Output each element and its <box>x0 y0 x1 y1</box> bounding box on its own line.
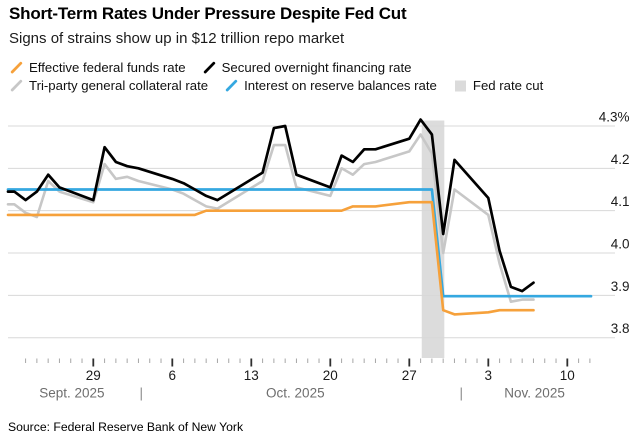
x-axis-tick-label: 6 <box>169 368 177 383</box>
chart-legend: Effective federal funds rate Secured over… <box>10 58 543 94</box>
legend-item-effective-federal-funds-rate: Effective federal funds rate <box>10 60 186 75</box>
legend-label: Interest on reserve balances rate <box>244 77 437 93</box>
series-line-secured-overnight-financing-rate <box>6 118 535 293</box>
month-label-nov-2025: Nov. 2025 <box>504 386 565 401</box>
legend-label: Fed rate cut <box>472 77 544 93</box>
x-axis-tick-label: 10 <box>560 368 575 383</box>
legend-label: Effective federal funds rate <box>29 59 186 75</box>
month-separator: | <box>459 386 463 401</box>
y-axis-tick-label: 4.3% <box>599 110 630 125</box>
month-label-sept-2025: Sept. 2025 <box>39 386 104 401</box>
legend-label: Secured overnight financing rate <box>221 59 412 75</box>
chart-subtitle: Signs of strains show up in $12 trillion… <box>9 30 345 47</box>
month-label-oct-2025: Oct. 2025 <box>266 386 325 401</box>
line-slash-icon <box>10 79 23 91</box>
legend-item-interest-on-reserve-balances-rate: Interest on reserve balances rate <box>225 78 437 93</box>
series-line-effective-federal-funds-rate <box>6 200 535 316</box>
legend-item-secured-overnight-financing-rate: Secured overnight financing rate <box>203 60 412 75</box>
x-axis-tick-label: 3 <box>485 368 493 383</box>
legend-item-tri-party-general-collateral-rate: Tri-party general collateral rate <box>10 78 208 93</box>
y-axis-tick-label: 4.2 <box>611 152 630 167</box>
chart-title: Short-Term Rates Under Pressure Despite … <box>9 4 407 23</box>
legend-row: Effective federal funds rate Secured over… <box>10 58 543 76</box>
series-line-tri-party-general-collateral-rate <box>6 133 535 303</box>
legend-row: Tri-party general collateral rate Interes… <box>10 76 543 94</box>
y-axis-tick-label: 3.9 <box>611 279 630 294</box>
line-slash-icon <box>10 61 23 73</box>
y-axis-tick-label: 4.0 <box>611 237 630 252</box>
x-axis-tick-label: 13 <box>244 368 259 383</box>
fed-rate-cut-band <box>421 120 445 358</box>
legend-item-fed-rate-cut: Fed rate cut <box>454 78 543 93</box>
x-axis-tick-label: 20 <box>323 368 338 383</box>
legend-label: Tri-party general collateral rate <box>29 77 209 93</box>
x-axis-ticks <box>25 358 591 367</box>
source-note: Source: Federal Reserve Bank of New York <box>8 420 244 434</box>
x-axis-tick-label: 29 <box>86 368 101 383</box>
y-axis-tick-label: 4.1 <box>611 194 630 209</box>
fed-rate-cut-swatch-icon <box>454 80 466 91</box>
x-axis-tick-label: 27 <box>402 368 417 383</box>
line-slash-icon <box>225 79 238 91</box>
gridlines <box>8 125 615 339</box>
line-slash-icon <box>203 61 215 73</box>
y-axis-tick-label: 3.8 <box>611 321 630 336</box>
month-separator: | <box>140 386 144 401</box>
series-line-interest-on-reserve-balances-rate <box>6 188 593 298</box>
